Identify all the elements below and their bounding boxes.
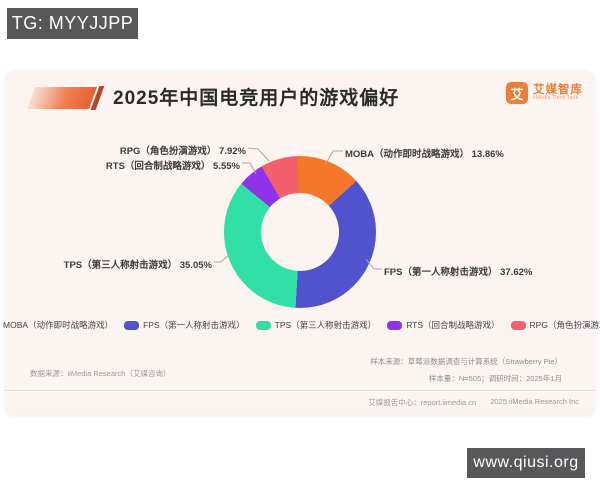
legend-swatch — [510, 320, 526, 330]
legend-swatch — [255, 320, 271, 330]
report-center-line: 艾媒报告中心：report.iimedia.cn 2025 iiMedia Re… — [368, 397, 579, 408]
telegram-watermark-badge: TG: MYYJJPP — [7, 8, 138, 39]
iimedia-logo-icon: 艾 — [506, 82, 528, 104]
legend-item: TPS（第三人称射击游戏） — [255, 319, 377, 331]
sample-source-note: 样本来源：草莓派数据调查与计算系统（Strawberry Pie） — [370, 357, 562, 366]
legend-item: MOBA（动作即时战略游戏） — [0, 319, 113, 331]
slice-label-fps: FPS（第一人称射击游戏） 37.62% — [384, 267, 533, 278]
legend-item: RPG（角色扮演游戏） — [510, 319, 600, 331]
title-marker-gradient — [27, 87, 98, 109]
slice-label-rpg: RPG（角色扮演游戏） 7.92% — [119, 146, 246, 157]
footer-divider — [5, 390, 595, 391]
iimedia-logo: 艾 艾媒智库 iiMedia Think Tank — [506, 82, 583, 104]
legend-label: MOBA（动作即时战略游戏） — [3, 320, 114, 330]
page-title: 2025年中国电竞用户的游戏偏好 — [113, 88, 400, 109]
slice-label-tps: TPS（第三人称射击游戏） 35.05% — [63, 260, 212, 271]
copyright-text: 2025 iiMedia Research Inc — [490, 397, 579, 406]
site-watermark-text: www.qiusi.org — [473, 454, 579, 471]
slice-label-moba: MOBA（动作即时战略游戏） 13.86% — [345, 149, 504, 160]
sample-notes: 样本来源：草莓派数据调查与计算系统（Strawberry Pie） 样本量：N=… — [370, 353, 562, 387]
iimedia-brand-name: 艾媒智库 — [533, 84, 583, 97]
donut-chart-hole — [261, 193, 339, 271]
legend-label: FPS（第一人称射击游戏） — [143, 320, 245, 330]
legend-item: FPS（第一人称射击游戏） — [124, 319, 245, 331]
legend-item: RTS（回合制战略游戏） — [387, 319, 500, 331]
data-source-note: 数据来源：iiMedia Research（艾媒咨询） — [30, 369, 171, 378]
chart-legend: MOBA（动作即时战略游戏） FPS（第一人称射击游戏） TPS（第三人称射击游戏）… — [3, 319, 600, 331]
report-card: 2025年中国电竞用户的游戏偏好 艾 艾媒智库 iiMedia Think Ta… — [3, 70, 600, 415]
legend-swatch — [124, 320, 140, 330]
title-marker-decoration — [27, 86, 105, 110]
slice-label-rts: RTS（回合制战略游戏） 5.55% — [105, 161, 240, 172]
site-watermark-badge: www.qiusi.org — [467, 448, 585, 478]
iimedia-brand-subtitle: iiMedia Think Tank — [533, 95, 579, 102]
legend-label: TPS（第三人称射击游戏） — [274, 320, 377, 330]
telegram-watermark-text: TG: MYYJJPP — [11, 13, 134, 33]
legend-label: RTS（回合制战略游戏） — [406, 320, 500, 330]
legend-swatch — [387, 320, 403, 330]
report-center-url: 艾媒报告中心：report.iimedia.cn — [368, 398, 477, 407]
sample-size-note: 样本量：N=505；调研时间：2025年1月 — [428, 374, 562, 383]
donut-chart — [224, 156, 376, 308]
legend-label: RPG（角色扮演游戏） — [529, 320, 600, 330]
